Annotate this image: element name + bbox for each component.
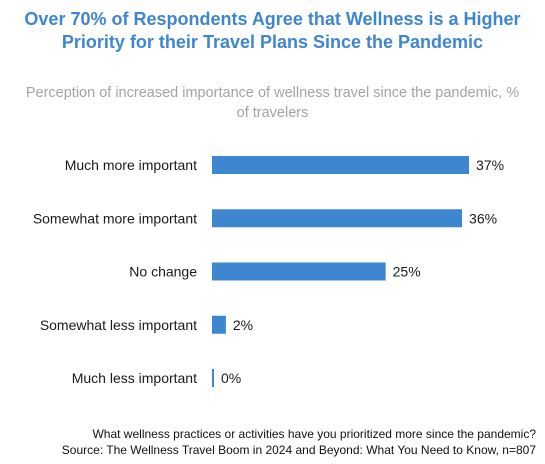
category-label: Much less important: [72, 370, 197, 386]
data-label: 0%: [221, 370, 241, 386]
bar: [212, 262, 386, 281]
survey-question: What wellness practices or activities ha…: [92, 427, 536, 441]
source-note: Source: The Wellness Travel Boom in 2024…: [61, 443, 536, 457]
chart-footer: What wellness practices or activities ha…: [62, 426, 536, 458]
data-label: 36%: [469, 210, 497, 226]
bar: [212, 209, 463, 228]
data-label: 37%: [476, 157, 504, 173]
bar: [212, 369, 214, 387]
category-label: Somewhat less important: [40, 317, 197, 333]
bar-chart: Much more important 37% Somewhat more impo…: [33, 156, 504, 387]
bar: [212, 156, 469, 174]
category-label: Much more important: [65, 157, 197, 173]
category-label: Somewhat more important: [33, 210, 197, 226]
chart-subtitle: Perception of increased importance of we…: [25, 85, 520, 121]
data-label: 25%: [393, 264, 421, 280]
chart-title: Over 70% of Respondents Agree that Welln…: [24, 9, 521, 52]
data-label: 2%: [233, 317, 253, 333]
bar: [212, 315, 226, 334]
category-label: No change: [129, 264, 197, 280]
